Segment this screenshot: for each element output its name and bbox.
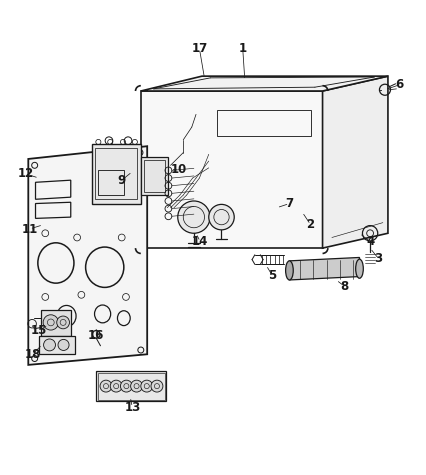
Circle shape <box>209 204 234 230</box>
Text: 13: 13 <box>124 401 141 414</box>
Circle shape <box>58 340 69 351</box>
Text: 17: 17 <box>191 42 207 55</box>
Ellipse shape <box>356 259 363 278</box>
Ellipse shape <box>285 261 293 280</box>
Polygon shape <box>141 91 322 248</box>
Circle shape <box>110 380 122 392</box>
Polygon shape <box>41 310 71 336</box>
Text: 8: 8 <box>340 280 349 293</box>
Text: 2: 2 <box>307 218 315 231</box>
Polygon shape <box>141 157 168 195</box>
Polygon shape <box>322 76 388 248</box>
Circle shape <box>151 380 163 392</box>
Text: 18: 18 <box>24 348 41 361</box>
Polygon shape <box>92 144 141 203</box>
Text: 16: 16 <box>88 329 104 342</box>
Text: 4: 4 <box>366 235 374 248</box>
Polygon shape <box>289 257 360 280</box>
Polygon shape <box>39 336 75 354</box>
Text: 9: 9 <box>118 174 126 187</box>
Text: 3: 3 <box>374 252 383 265</box>
Polygon shape <box>141 76 388 91</box>
Circle shape <box>178 201 210 233</box>
Text: 10: 10 <box>171 163 187 176</box>
Circle shape <box>57 316 69 329</box>
Text: 1: 1 <box>239 42 247 55</box>
Text: 6: 6 <box>396 78 404 91</box>
Polygon shape <box>96 371 166 401</box>
Text: 15: 15 <box>31 324 47 337</box>
Text: 12: 12 <box>17 167 34 180</box>
Text: 11: 11 <box>21 222 37 236</box>
Circle shape <box>43 315 58 330</box>
Circle shape <box>43 339 55 351</box>
Circle shape <box>131 380 143 392</box>
Circle shape <box>141 380 153 392</box>
Circle shape <box>121 380 132 392</box>
Text: 7: 7 <box>285 197 294 210</box>
Text: 14: 14 <box>192 235 208 248</box>
Text: 5: 5 <box>268 269 276 282</box>
Circle shape <box>100 380 112 392</box>
Polygon shape <box>28 146 147 365</box>
